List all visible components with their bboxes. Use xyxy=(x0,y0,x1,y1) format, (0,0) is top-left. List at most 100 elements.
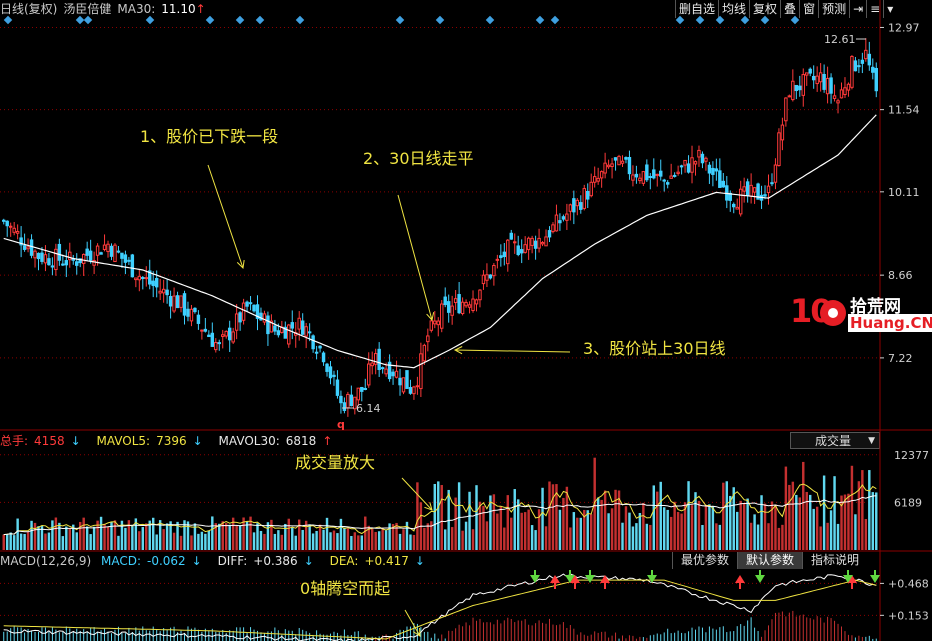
candle-body xyxy=(693,161,698,165)
candle-body xyxy=(839,89,844,99)
candle-body xyxy=(495,258,500,261)
volume-bar xyxy=(826,522,829,550)
candle-body xyxy=(290,322,294,329)
volume-bar xyxy=(2,534,5,550)
volume-bar xyxy=(26,532,30,550)
overlay-button[interactable]: 叠 xyxy=(780,0,799,18)
mavol5-line xyxy=(3,483,877,536)
candle-body xyxy=(815,75,819,85)
min-price-label: 6.14 xyxy=(356,402,381,415)
volume-bar xyxy=(82,517,85,550)
candle-body xyxy=(130,254,135,278)
candle xyxy=(43,245,48,272)
volume-total-arrow: ↓ xyxy=(70,434,81,448)
candle-body xyxy=(829,77,833,94)
diff-line xyxy=(3,573,877,641)
macd-tabs: 最优参数 默认参数 指标说明 xyxy=(672,552,867,569)
candle xyxy=(398,368,402,396)
volume-total: 总手: 4158 ↓ xyxy=(0,434,87,448)
candle-body xyxy=(631,174,635,181)
candle xyxy=(572,190,576,225)
candle-body xyxy=(26,246,30,250)
volume-bar xyxy=(183,520,186,550)
candle-body xyxy=(603,162,607,174)
toolbar: 删自选 均线 复权 叠 窗 预测 ⇥ ≡ ▾ xyxy=(675,0,896,18)
volume-bar xyxy=(760,495,763,550)
volume-bar xyxy=(221,521,224,550)
volume-bar xyxy=(669,516,673,550)
volume-bar xyxy=(607,513,610,550)
candle xyxy=(144,266,148,287)
candle-body xyxy=(120,252,124,259)
volume-bar xyxy=(370,528,374,550)
volume-bar xyxy=(690,505,694,550)
volume-bar xyxy=(715,523,718,550)
candle xyxy=(179,295,183,313)
event-diamond-icon xyxy=(3,15,13,25)
tab-indicator-help[interactable]: 指标说明 xyxy=(802,552,867,569)
volume-bar xyxy=(829,510,833,550)
volume-bar xyxy=(256,523,259,550)
collapse-icon[interactable]: ⇥ xyxy=(849,0,866,18)
diff-value: +0.386 xyxy=(253,554,298,568)
candle xyxy=(248,296,253,311)
annotation-arrow-break-ma-head xyxy=(453,346,463,355)
candle-body xyxy=(686,163,691,173)
window-button[interactable]: 窗 xyxy=(799,0,818,18)
gear-icon xyxy=(820,300,846,326)
candle xyxy=(763,185,767,200)
candle-body xyxy=(321,352,326,363)
indicator-select[interactable]: 成交量 ▼ xyxy=(790,432,880,449)
volume-bar xyxy=(496,513,499,550)
candle-body xyxy=(655,173,659,176)
candle xyxy=(182,290,187,325)
dropdown-icon[interactable]: ▾ xyxy=(883,0,896,18)
candle-body xyxy=(276,330,281,336)
candle-body xyxy=(825,77,830,95)
volume-bar xyxy=(562,497,565,550)
candle-body xyxy=(141,276,145,279)
candle xyxy=(766,174,771,205)
volume-bar xyxy=(763,503,767,550)
candle xyxy=(836,98,840,114)
candle-body xyxy=(332,374,336,377)
candle xyxy=(575,197,580,216)
candle xyxy=(335,370,340,399)
adjust-button[interactable]: 复权 xyxy=(749,0,780,18)
candle-body xyxy=(127,259,131,262)
volume-bar xyxy=(374,531,377,550)
volume-bar xyxy=(770,501,774,550)
volume-bar xyxy=(596,497,600,550)
candle xyxy=(8,222,13,237)
volume-total-label: 总手: xyxy=(0,434,29,448)
menu-icon[interactable]: ≡ xyxy=(866,0,883,18)
volume-bar xyxy=(753,514,756,550)
candle xyxy=(516,235,520,257)
tab-default-params[interactable]: 默认参数 xyxy=(737,552,803,569)
tab-optimal-params[interactable]: 最优参数 xyxy=(672,552,737,569)
candle xyxy=(610,157,614,179)
candle xyxy=(770,173,774,187)
candle xyxy=(405,370,409,389)
volume-bar xyxy=(172,532,176,550)
candle xyxy=(75,253,79,275)
candle-body xyxy=(645,164,649,181)
ma-button[interactable]: 均线 xyxy=(718,0,749,18)
volume-bar xyxy=(649,524,652,550)
candle xyxy=(196,310,201,330)
candle xyxy=(589,173,593,198)
candle-body xyxy=(436,320,440,326)
volume-bar xyxy=(350,536,353,550)
candle xyxy=(686,155,691,174)
candle-body xyxy=(485,274,489,281)
candle-body xyxy=(540,242,545,245)
candle-body xyxy=(711,167,715,175)
volume-bar xyxy=(113,520,117,550)
forecast-button[interactable]: 预测 xyxy=(818,0,849,18)
candle-body xyxy=(144,277,148,280)
volume-bar xyxy=(367,525,370,550)
candle xyxy=(241,298,246,325)
remove-watchlist-button[interactable]: 删自选 xyxy=(675,0,718,18)
candle-body xyxy=(262,313,267,323)
